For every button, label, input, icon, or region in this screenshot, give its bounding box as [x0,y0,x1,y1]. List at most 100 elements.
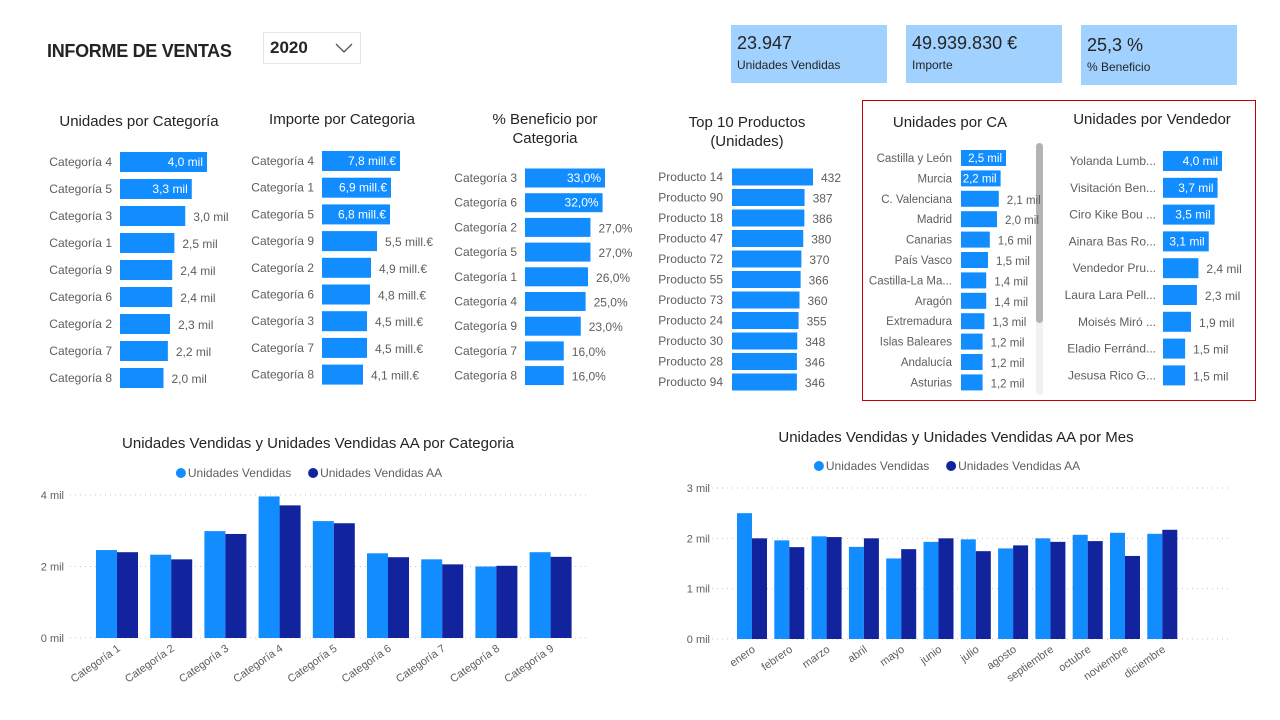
bar-row[interactable]: Yolanda Lumb... 4,0 mil [1070,151,1222,171]
bar-unidades-vendidas-aa[interactable] [975,551,991,639]
bar-unidades-vendidas[interactable] [529,552,551,638]
bar-row[interactable]: Categoría 8 16,0% [454,366,606,386]
bar-unidades-vendidas[interactable] [1035,538,1051,639]
bar-row[interactable]: Castilla-La Ma... 1,4 mil [869,272,1028,289]
ca-scrollbar-thumb[interactable] [1036,143,1043,323]
bar[interactable] [322,177,391,198]
bar[interactable] [732,312,799,329]
bar[interactable] [322,364,363,385]
bar-row[interactable]: Canarias 1,6 mil [906,231,1032,248]
bar-unidades-vendidas[interactable] [1110,532,1125,639]
bar[interactable] [732,168,813,186]
bar-row[interactable]: Categoría 1 6,9 mill.€ [251,177,391,198]
bar-row[interactable]: Categoría 3 3,0 mil [49,206,229,226]
bar-row[interactable]: Categoría 5 6,8 mill.€ [251,204,390,225]
bar[interactable] [525,341,564,361]
bar-unidades-vendidas[interactable] [150,554,172,638]
bar[interactable] [961,150,1006,166]
bar-row[interactable]: Categoría 4 25,0% [454,292,628,311]
bar[interactable] [732,291,800,309]
bar-row[interactable]: Aragón 1,4 mil [915,292,1028,309]
bar-row[interactable]: Eladio Ferránd... 1,5 mil [1067,338,1228,359]
bar[interactable] [322,151,400,171]
bar[interactable] [732,271,801,288]
bar-unidades-vendidas[interactable] [475,566,497,639]
bar[interactable] [120,287,173,307]
bar[interactable] [961,292,987,309]
bar[interactable] [322,231,377,252]
bar-unidades-vendidas[interactable] [367,553,388,638]
bar[interactable] [1163,365,1186,386]
bar[interactable] [961,231,990,248]
bar-unidades-vendidas-aa[interactable] [789,547,805,639]
bar-row[interactable]: Producto 14 432 [658,168,841,186]
bar[interactable] [961,333,983,350]
bar-unidades-vendidas-aa[interactable] [1013,545,1029,639]
bar[interactable] [1163,151,1222,171]
bar[interactable] [961,313,985,330]
bar[interactable] [732,250,802,268]
bar-row[interactable]: Producto 94 346 [658,373,825,391]
bar-row[interactable]: C. Valenciana 2,1 mil [881,190,1041,207]
bar[interactable] [525,217,591,237]
year-slicer-dropdown[interactable]: 2020 [263,32,361,64]
bar-unidades-vendidas-aa[interactable] [863,538,879,639]
bar-row[interactable]: Asturias 1,2 mil [910,374,1024,391]
bar-row[interactable]: Categoría 9 2,4 mil [49,260,216,280]
bar[interactable] [961,190,999,207]
bar[interactable] [1163,231,1209,252]
bar-unidades-vendidas-aa[interactable] [826,537,842,639]
bar[interactable] [525,292,586,311]
bar-row[interactable]: Categoría 3 33,0% [454,168,605,188]
bar[interactable] [322,257,371,278]
bar[interactable] [1163,258,1199,279]
bar[interactable] [120,368,164,388]
bar-row[interactable]: Categoría 8 2,0 mil [49,368,207,388]
bar-row[interactable]: Producto 18 386 [658,209,833,227]
bar-row[interactable]: Categoría 5 3,3 mil [49,179,192,199]
bar[interactable] [120,233,175,253]
bar[interactable] [961,252,988,268]
bar-unidades-vendidas-aa[interactable] [550,556,572,638]
bar-row[interactable]: Madrid 2,0 mil [917,211,1039,228]
bar[interactable] [120,206,186,226]
bar-unidades-vendidas[interactable] [811,536,827,639]
bar-row[interactable]: Murcia 2,2 mil [917,170,1001,187]
bar[interactable] [1163,311,1192,332]
bar-unidades-vendidas[interactable] [998,548,1014,639]
bar-unidades-vendidas-aa[interactable] [1050,541,1066,639]
bar-row[interactable]: Producto 73 360 [658,291,828,309]
bar-row[interactable]: Categoría 8 4,1 mill.€ [251,364,419,385]
bar[interactable] [1163,177,1218,198]
bar-unidades-vendidas[interactable] [848,546,864,639]
bar-unidades-vendidas[interactable] [774,540,790,639]
bar-unidades-vendidas[interactable] [204,531,226,638]
bar[interactable] [1163,285,1197,305]
bar[interactable] [732,230,804,247]
bar[interactable] [322,337,367,358]
bar-unidades-vendidas-aa[interactable] [442,564,464,638]
bar-unidades-vendidas[interactable] [96,550,117,638]
bar-row[interactable]: Categoría 4 4,0 mil [49,152,207,172]
bar[interactable] [525,168,605,188]
bar[interactable] [732,209,805,227]
bar-row[interactable]: Categoría 9 23,0% [454,316,623,336]
bar-unidades-vendidas[interactable] [1072,534,1088,639]
legend-item[interactable]: Unidades Vendidas AA [946,459,1080,473]
bar-row[interactable]: Categoría 2 27,0% [454,217,633,237]
bar-unidades-vendidas-aa[interactable] [333,523,355,638]
bar-unidades-vendidas-aa[interactable] [388,557,409,638]
bar-row[interactable]: Vendedor Pru... 2,4 mil [1073,258,1242,279]
bar[interactable] [732,353,797,370]
bar-unidades-vendidas[interactable] [960,539,976,639]
bar-row[interactable]: Categoría 1 26,0% [454,267,630,287]
bar[interactable] [120,152,207,172]
bar[interactable] [120,341,168,361]
bar[interactable] [1163,338,1186,359]
bar[interactable] [120,179,192,199]
bar[interactable] [961,211,997,228]
bar[interactable] [961,170,1001,187]
bar[interactable] [322,284,370,305]
bar-unidades-vendidas[interactable] [923,541,939,639]
bar[interactable] [322,204,390,225]
